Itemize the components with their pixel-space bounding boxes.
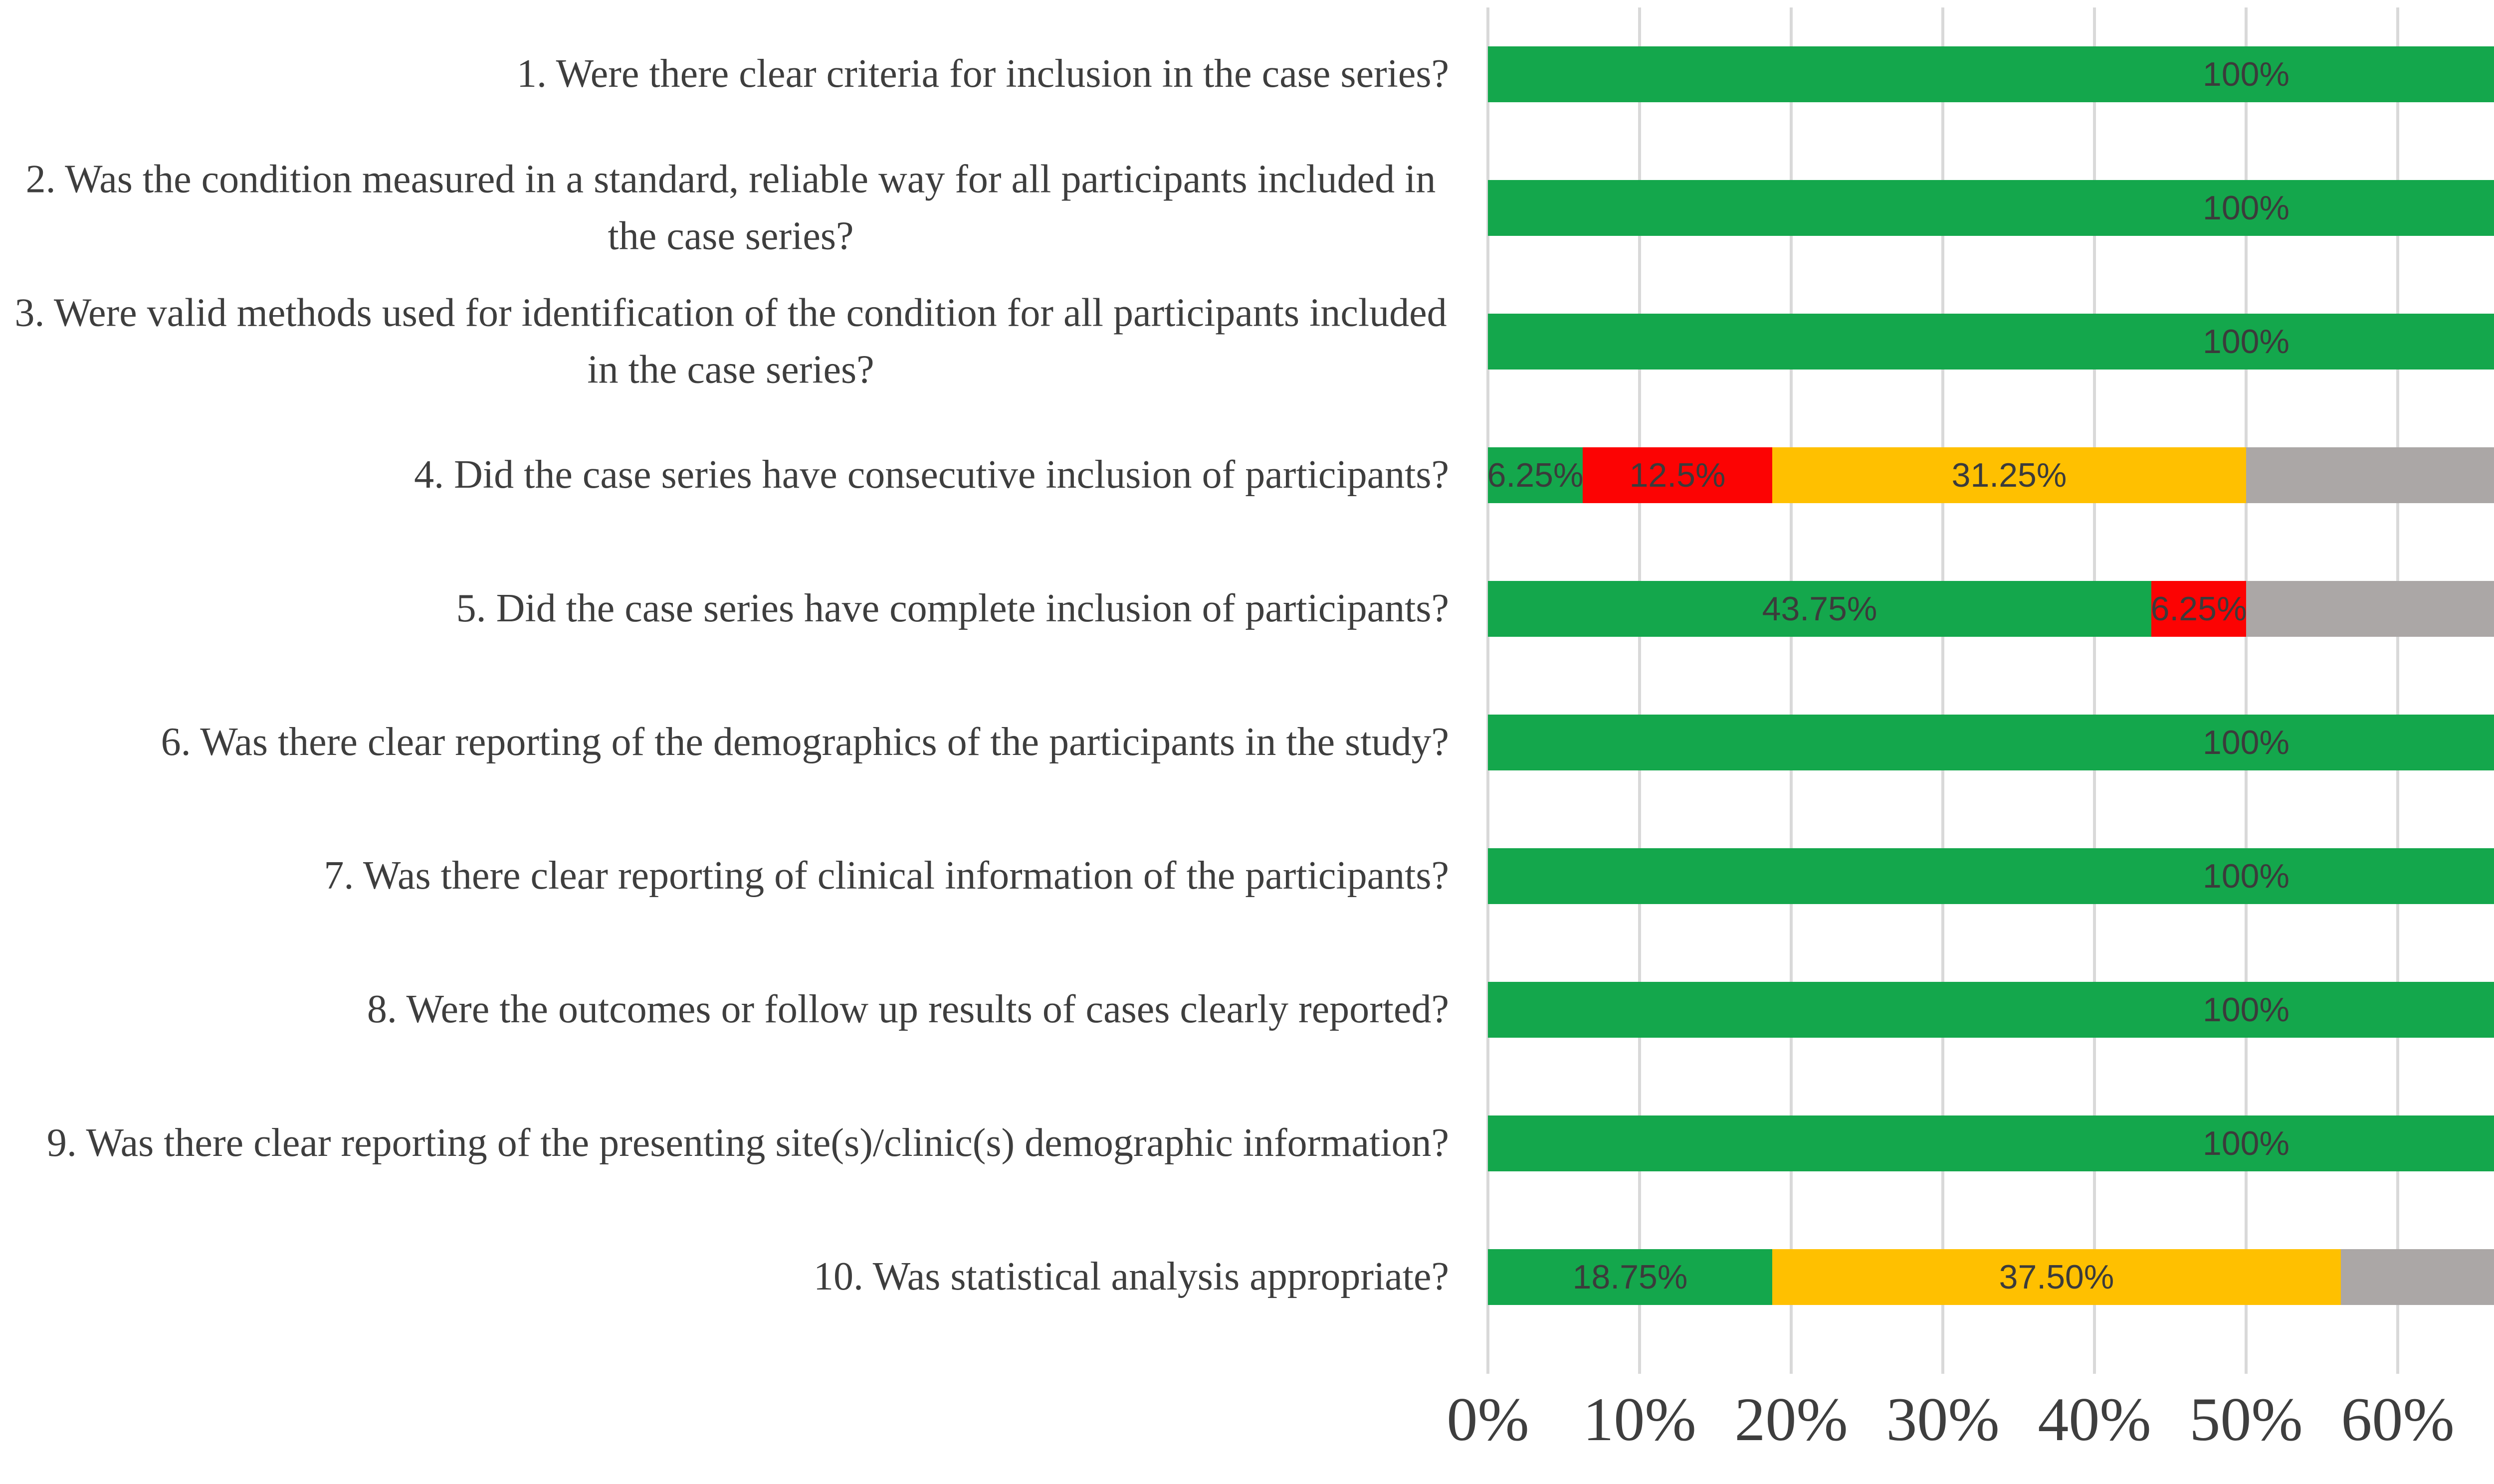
gridline bbox=[1638, 7, 1641, 1374]
x-tick-label: 50% bbox=[2189, 1385, 2303, 1454]
gridline bbox=[1790, 7, 1793, 1374]
bar-segment-label: 100% bbox=[2203, 1124, 2289, 1162]
bar-segment-label: 31.25% bbox=[1951, 456, 2067, 494]
x-tick-label: 40% bbox=[2038, 1385, 2151, 1454]
bar-row: 100% bbox=[1488, 314, 2494, 370]
gridline bbox=[2396, 7, 2399, 1374]
category-label: 7. Was there clear reporting of clinical… bbox=[324, 854, 1449, 898]
bar-row: 100% bbox=[1488, 715, 2494, 770]
category-label: 8. Were the outcomes or follow up result… bbox=[367, 987, 1449, 1032]
bar-row: 100% bbox=[1488, 180, 2494, 236]
x-tick-label: 30% bbox=[1886, 1385, 2000, 1454]
bar-row: 100% bbox=[1488, 982, 2494, 1038]
bar-segment-label: 18.75% bbox=[1572, 1258, 1688, 1296]
category-label: 9. Was there clear reporting of the pres… bbox=[46, 1121, 1449, 1165]
bar-segment-label: 6.25% bbox=[1487, 456, 1584, 494]
bar-segment-label: 100% bbox=[2203, 724, 2289, 761]
bar-segment: 31.25% bbox=[1772, 447, 2246, 503]
bar-segment-label: 100% bbox=[2203, 857, 2289, 895]
bar-segment: 12.5% bbox=[1583, 447, 1772, 503]
bar-segment: 100% bbox=[1488, 982, 2494, 1038]
bar-segment: 6.25% bbox=[2150, 581, 2247, 637]
x-tick-label: 0% bbox=[1447, 1385, 1529, 1454]
bar-row: 100% bbox=[1488, 848, 2494, 904]
bar-segment-label: 12.5% bbox=[1629, 456, 1726, 494]
x-axis: 0%10%20%30%40%50%60%70%80%90%100% bbox=[1447, 1385, 2494, 1474]
x-tick-label: 10% bbox=[1583, 1385, 1696, 1454]
bar-segment: 100% bbox=[1488, 46, 2494, 102]
bar-segment: 100% bbox=[1488, 715, 2494, 770]
category-label: 3. Were valid methods used for identific… bbox=[14, 291, 1447, 391]
gridline bbox=[1486, 7, 1489, 1374]
bar-segment-label: 43.75% bbox=[1762, 590, 1877, 628]
bar-row: 100% bbox=[1488, 1115, 2494, 1171]
category-label: 1. Were there clear criteria for inclusi… bbox=[517, 52, 1449, 96]
bar-segment-label: 37.50% bbox=[1999, 1258, 2114, 1296]
bar-row: 6.25% 12.5% 31.25% 50% bbox=[1487, 447, 2494, 503]
bar-segment: 100% bbox=[1488, 180, 2494, 236]
bar-row: 18.75% 37.50% 43.75% bbox=[1488, 1249, 2494, 1305]
bar-segment: 50% bbox=[2246, 447, 2494, 503]
category-label: 10. Was statistical analysis appropriate… bbox=[814, 1255, 1449, 1299]
bar-segment: 43.75% bbox=[2341, 1249, 2494, 1305]
category-label: 5. Did the case series have complete inc… bbox=[456, 586, 1449, 631]
bar-row: 43.75% 6.25%50% bbox=[1488, 581, 2494, 637]
bar-segment: 18.75% bbox=[1488, 1249, 1772, 1305]
bar-segment: 43.75% bbox=[1488, 581, 2151, 637]
gridline bbox=[2245, 7, 2248, 1374]
bar-segment-label: 100% bbox=[2203, 189, 2289, 227]
x-tick-label: 20% bbox=[1734, 1385, 1848, 1454]
gridline bbox=[1941, 7, 1944, 1374]
category-label: 2. Was the condition measured in a stand… bbox=[25, 157, 1436, 258]
bar-segment-label: 100% bbox=[2203, 991, 2289, 1029]
bar-segment: 6.25% bbox=[1487, 447, 1584, 503]
bar-segment-label: 100% bbox=[2203, 55, 2289, 93]
x-tick-label: 70% bbox=[2493, 1389, 2494, 1451]
bar-segment-label: 6.25% bbox=[2150, 590, 2247, 628]
bar-segment: 100% bbox=[1488, 848, 2494, 904]
bar-segment-label: 100% bbox=[2203, 323, 2289, 361]
bar-segment: 37.50% bbox=[1772, 1249, 2341, 1305]
gridline bbox=[2093, 7, 2096, 1374]
category-label: 4. Did the case series have consecutive … bbox=[414, 453, 1449, 497]
bar-segment: 100% bbox=[1488, 314, 2494, 370]
x-tick-label: 60% bbox=[2341, 1385, 2455, 1454]
plot-area: 100% 100% 100% 6.25% 12.5% 31.25% 50% 43.75% 6.2… bbox=[1486, 7, 2494, 1374]
bar-row: 100% bbox=[1488, 46, 2494, 102]
bar-segment: 50% bbox=[2246, 581, 2494, 637]
category-label: 6. Was there clear reporting of the demo… bbox=[161, 720, 1449, 764]
bar-segment: 100% bbox=[1488, 1115, 2494, 1171]
category-axis: 1. Were there clear criteria for inclusi… bbox=[0, 7, 1464, 1374]
